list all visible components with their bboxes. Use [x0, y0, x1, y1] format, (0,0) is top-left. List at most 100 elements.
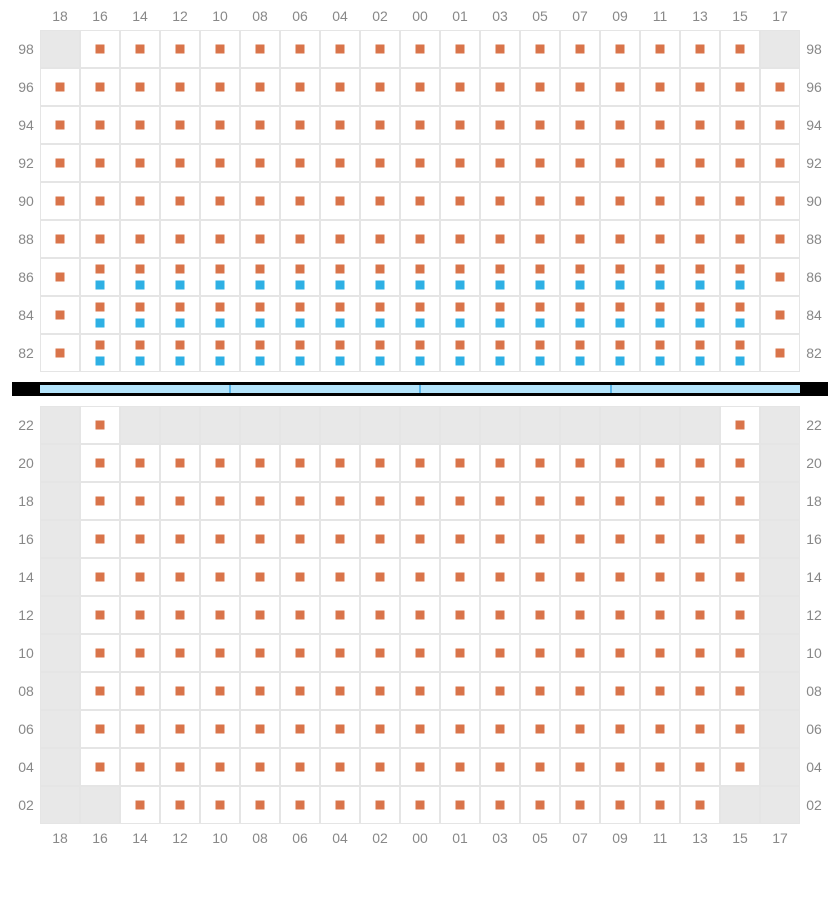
- seat-marker[interactable]: [656, 801, 665, 810]
- seat-marker[interactable]: [56, 235, 65, 244]
- seat-marker[interactable]: [416, 45, 425, 54]
- seat-marker[interactable]: [336, 318, 345, 327]
- seat-marker[interactable]: [256, 318, 265, 327]
- seat-marker[interactable]: [176, 535, 185, 544]
- seat-marker[interactable]: [176, 497, 185, 506]
- seat-marker[interactable]: [296, 280, 305, 289]
- seat-marker[interactable]: [496, 535, 505, 544]
- seat-marker[interactable]: [216, 497, 225, 506]
- seat-marker[interactable]: [176, 45, 185, 54]
- seat-marker[interactable]: [696, 197, 705, 206]
- seat-marker[interactable]: [176, 459, 185, 468]
- seat-marker[interactable]: [776, 159, 785, 168]
- seat-marker[interactable]: [96, 83, 105, 92]
- seat-marker[interactable]: [216, 687, 225, 696]
- seat-marker[interactable]: [576, 159, 585, 168]
- seat-marker[interactable]: [616, 121, 625, 130]
- seat-marker[interactable]: [256, 83, 265, 92]
- seat-marker[interactable]: [416, 763, 425, 772]
- seat-marker[interactable]: [656, 356, 665, 365]
- seat-marker[interactable]: [376, 45, 385, 54]
- seat-marker[interactable]: [56, 197, 65, 206]
- seat-marker[interactable]: [536, 687, 545, 696]
- seat-marker[interactable]: [456, 303, 465, 312]
- seat-marker[interactable]: [456, 763, 465, 772]
- seat-marker[interactable]: [336, 356, 345, 365]
- seat-marker[interactable]: [216, 318, 225, 327]
- seat-marker[interactable]: [376, 341, 385, 350]
- seat-marker[interactable]: [536, 497, 545, 506]
- seat-marker[interactable]: [176, 83, 185, 92]
- seat-marker[interactable]: [216, 763, 225, 772]
- seat-marker[interactable]: [496, 763, 505, 772]
- seat-marker[interactable]: [696, 265, 705, 274]
- seat-marker[interactable]: [696, 611, 705, 620]
- seat-marker[interactable]: [616, 497, 625, 506]
- seat-marker[interactable]: [376, 725, 385, 734]
- seat-marker[interactable]: [736, 459, 745, 468]
- seat-marker[interactable]: [656, 83, 665, 92]
- seat-marker[interactable]: [336, 801, 345, 810]
- seat-marker[interactable]: [176, 573, 185, 582]
- seat-marker[interactable]: [656, 459, 665, 468]
- seat-marker[interactable]: [256, 801, 265, 810]
- seat-marker[interactable]: [256, 341, 265, 350]
- seat-marker[interactable]: [696, 45, 705, 54]
- seat-marker[interactable]: [216, 535, 225, 544]
- seat-marker[interactable]: [216, 159, 225, 168]
- seat-marker[interactable]: [416, 83, 425, 92]
- seat-marker[interactable]: [136, 535, 145, 544]
- seat-marker[interactable]: [496, 121, 505, 130]
- seat-marker[interactable]: [296, 687, 305, 696]
- seat-marker[interactable]: [216, 341, 225, 350]
- seat-marker[interactable]: [256, 535, 265, 544]
- seat-marker[interactable]: [616, 318, 625, 327]
- seat-marker[interactable]: [536, 235, 545, 244]
- seat-marker[interactable]: [656, 318, 665, 327]
- seat-marker[interactable]: [576, 497, 585, 506]
- seat-marker[interactable]: [736, 197, 745, 206]
- seat-marker[interactable]: [376, 318, 385, 327]
- seat-marker[interactable]: [136, 159, 145, 168]
- seat-marker[interactable]: [616, 801, 625, 810]
- seat-marker[interactable]: [136, 197, 145, 206]
- seat-marker[interactable]: [216, 83, 225, 92]
- seat-marker[interactable]: [496, 801, 505, 810]
- seat-marker[interactable]: [416, 121, 425, 130]
- seat-marker[interactable]: [656, 573, 665, 582]
- seat-marker[interactable]: [696, 341, 705, 350]
- seat-marker[interactable]: [696, 535, 705, 544]
- seat-marker[interactable]: [536, 573, 545, 582]
- seat-marker[interactable]: [96, 535, 105, 544]
- seat-marker[interactable]: [296, 535, 305, 544]
- seat-marker[interactable]: [136, 280, 145, 289]
- seat-marker[interactable]: [376, 459, 385, 468]
- seat-marker[interactable]: [656, 235, 665, 244]
- seat-marker[interactable]: [96, 159, 105, 168]
- seat-marker[interactable]: [736, 303, 745, 312]
- seat-marker[interactable]: [416, 497, 425, 506]
- seat-marker[interactable]: [96, 725, 105, 734]
- seat-marker[interactable]: [176, 303, 185, 312]
- seat-marker[interactable]: [776, 311, 785, 320]
- seat-marker[interactable]: [96, 318, 105, 327]
- seat-marker[interactable]: [416, 801, 425, 810]
- seat-marker[interactable]: [336, 459, 345, 468]
- seat-marker[interactable]: [176, 235, 185, 244]
- seat-marker[interactable]: [176, 763, 185, 772]
- seat-marker[interactable]: [736, 235, 745, 244]
- seat-marker[interactable]: [176, 318, 185, 327]
- seat-marker[interactable]: [656, 535, 665, 544]
- seat-marker[interactable]: [456, 687, 465, 696]
- seat-marker[interactable]: [376, 121, 385, 130]
- seat-marker[interactable]: [336, 497, 345, 506]
- seat-marker[interactable]: [256, 497, 265, 506]
- seat-marker[interactable]: [416, 303, 425, 312]
- seat-marker[interactable]: [496, 341, 505, 350]
- seat-marker[interactable]: [656, 341, 665, 350]
- seat-marker[interactable]: [736, 356, 745, 365]
- seat-marker[interactable]: [496, 45, 505, 54]
- seat-marker[interactable]: [336, 280, 345, 289]
- seat-marker[interactable]: [456, 573, 465, 582]
- seat-marker[interactable]: [496, 318, 505, 327]
